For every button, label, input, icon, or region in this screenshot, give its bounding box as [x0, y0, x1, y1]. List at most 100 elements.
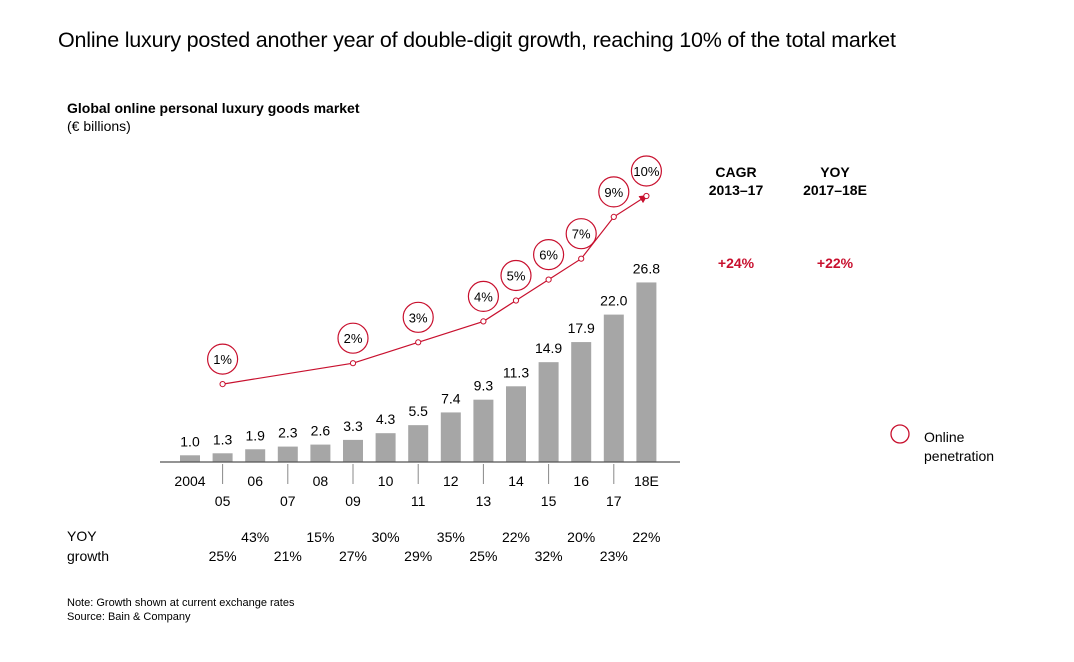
yoy-value: +22% [817, 255, 854, 271]
bar-value-label-08: 2.6 [311, 423, 331, 439]
x-tick-label-09: 09 [345, 493, 361, 509]
penetration-bubble-14 [500, 259, 532, 292]
bar-17 [603, 314, 624, 462]
penetration-label-14: 5% [507, 269, 526, 284]
bar-07 [277, 446, 298, 462]
bar-value-label-17: 22.0 [600, 293, 627, 309]
penetration-label-18E: 10% [633, 164, 659, 179]
x-tick-label-13: 13 [476, 493, 492, 509]
chart-subtitle: Global online personal luxury goods mark… [67, 100, 360, 116]
source-note: Source: Bain & Company [67, 611, 191, 623]
bar-value-label-07: 2.3 [278, 425, 298, 441]
yoy-header-2: 2017–18E [803, 182, 867, 198]
penetration-bubble-09 [337, 322, 369, 354]
yoy-growth-16: 20% [567, 529, 595, 545]
penetration-bubble-18E [630, 155, 663, 187]
bar-value-label-06: 1.9 [245, 427, 265, 443]
penetration-label-11: 3% [409, 310, 428, 325]
cagr-header-1: CAGR [715, 164, 756, 180]
yoy-growth-14: 22% [502, 529, 530, 545]
cagr-header-2: 2013–17 [709, 182, 764, 198]
x-tick-label-10: 10 [378, 473, 394, 489]
chart-headline: Online luxury posted another year of dou… [58, 28, 896, 52]
yoy-growth-12: 35% [437, 529, 465, 545]
yoy-growth-18E: 22% [632, 529, 660, 545]
bar-value-label-18E: 26.8 [633, 260, 660, 276]
yoy-growth-08: 15% [306, 529, 334, 545]
bar-value-label-12: 7.4 [441, 390, 461, 406]
x-tick-label-15: 15 [541, 493, 557, 509]
penetration-point-17 [610, 213, 617, 220]
x-tick-label-05: 05 [215, 493, 231, 509]
penetration-point-11 [415, 339, 422, 346]
bar-12 [440, 412, 461, 462]
bar-value-label-05: 1.3 [213, 431, 233, 447]
x-tick-label-07: 07 [280, 493, 296, 509]
cagr-value: +24% [718, 255, 755, 271]
yoy-row-label-2: growth [67, 548, 109, 564]
penetration-bubble-11 [402, 301, 434, 333]
bar-15 [538, 362, 559, 462]
bar-2004 [180, 455, 200, 462]
penetration-bubble-13 [467, 280, 499, 312]
bar-18E [636, 282, 657, 462]
x-tick-label-11: 11 [411, 493, 426, 509]
penetration-point-14 [512, 297, 520, 304]
bar-09 [343, 439, 363, 462]
x-tick-label-2004: 2004 [174, 473, 205, 489]
bar-14 [506, 386, 526, 462]
bar-value-label-10: 4.3 [376, 411, 396, 427]
penetration-label-13: 4% [474, 289, 493, 304]
yoy-growth-11: 29% [404, 548, 432, 564]
penetration-label-09: 2% [344, 331, 363, 346]
bar-value-label-09: 3.3 [343, 418, 363, 434]
penetration-bubble-17 [598, 176, 630, 208]
yoy-growth-05: 25% [209, 548, 237, 564]
bar-value-label-13: 9.3 [474, 378, 494, 394]
bar-05 [212, 453, 233, 462]
yoy-header-1: YOY [820, 164, 850, 180]
yoy-growth-17: 23% [600, 548, 628, 564]
yoy-growth-15: 32% [535, 548, 563, 564]
x-tick-label-16: 16 [573, 473, 589, 489]
penetration-bubble-16 [565, 218, 597, 250]
yoy-growth-13: 25% [469, 548, 497, 564]
bar-10 [375, 433, 396, 462]
unit-label: (€ billions) [67, 118, 131, 134]
x-tick-label-14: 14 [508, 473, 524, 489]
penetration-label-15: 6% [539, 248, 558, 263]
bar-value-label-11: 5.5 [408, 403, 428, 419]
penetration-point-13 [480, 318, 487, 325]
bar-06 [245, 449, 266, 462]
legend-label-2: penetration [924, 448, 994, 464]
yoy-growth-07: 21% [274, 548, 302, 564]
penetration-point-18E [643, 192, 650, 200]
x-tick-label-08: 08 [313, 473, 329, 489]
legend-label-1: Online [924, 429, 965, 445]
penetration-point-15 [545, 276, 552, 283]
yoy-growth-10: 30% [372, 529, 400, 545]
x-tick-label-18E: 18E [634, 473, 659, 489]
legend-marker [890, 424, 910, 444]
footnote: Note: Growth shown at current exchange r… [67, 597, 295, 609]
bar-13 [473, 399, 494, 462]
x-tick-label-06: 06 [247, 473, 263, 489]
penetration-label-05: 1% [213, 352, 232, 367]
yoy-row-label-1: YOY [67, 528, 97, 544]
bar-value-label-2004: 1.0 [180, 433, 200, 449]
penetration-bubble-05 [207, 343, 239, 375]
bar-value-label-16: 17.9 [568, 320, 595, 336]
penetration-point-09 [349, 360, 357, 367]
penetration-point-05 [219, 381, 226, 388]
bar-16 [571, 342, 592, 462]
bar-08 [310, 444, 331, 462]
penetration-label-17: 9% [604, 185, 623, 200]
x-tick-label-17: 17 [606, 493, 622, 509]
bar-value-label-15: 14.9 [535, 340, 562, 356]
x-tick-label-12: 12 [443, 473, 459, 489]
bar-value-label-14: 11.3 [503, 364, 529, 380]
penetration-label-16: 7% [572, 227, 591, 242]
penetration-point-16 [578, 255, 585, 262]
penetration-bubble-15 [532, 239, 565, 271]
